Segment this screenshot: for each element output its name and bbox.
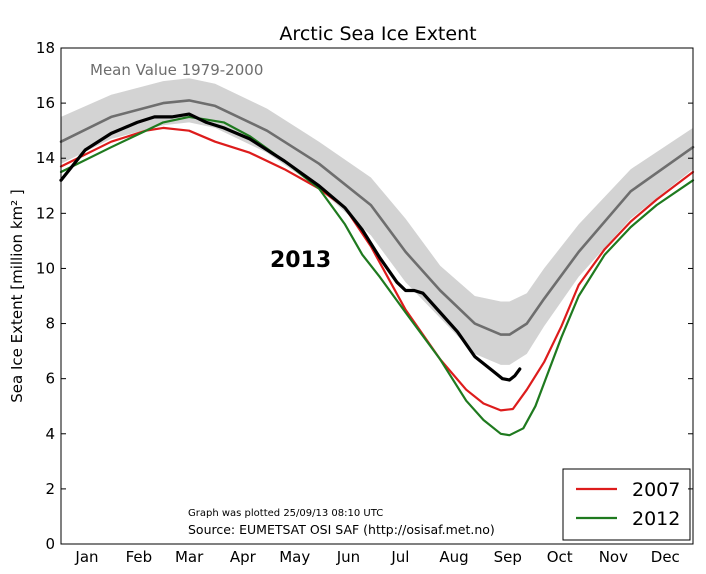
y-tick-label: 14	[36, 149, 55, 167]
x-tick-label: Aug	[439, 548, 468, 566]
plot-area: Mean Value 1979-2000 2013 Graph was plot…	[59, 47, 695, 545]
x-tick-label: Jan	[74, 548, 98, 566]
legend-label-2012: 2012	[632, 508, 680, 530]
y-tick-label: 4	[45, 425, 55, 443]
y-tick-label: 18	[36, 39, 55, 57]
x-tick-label: Oct	[547, 548, 573, 566]
y-tick-label: 2	[45, 480, 55, 498]
legend: 2007 2012	[562, 468, 691, 541]
mean-value-label: Mean Value 1979-2000	[90, 61, 263, 79]
x-tick-label: Sep	[494, 548, 522, 566]
y-tick-label: 10	[36, 259, 55, 277]
x-tick-label: May	[279, 548, 310, 566]
y-tick-label: 12	[36, 204, 55, 222]
band-layer	[61, 78, 693, 365]
y-tick-label: 0	[45, 535, 55, 553]
plotted-timestamp-note: Graph was plotted 25/09/13 08:10 UTC	[188, 508, 383, 519]
x-tick-label: Jul	[390, 548, 409, 566]
y-tick-label: 8	[45, 315, 55, 333]
source-note: Source: EUMETSAT OSI SAF (http://osisaf.…	[188, 522, 495, 537]
year-2013-label: 2013	[270, 248, 331, 273]
plot-frame	[60, 47, 694, 545]
y-axis-label: Sea Ice Extent [million km² ]	[8, 189, 26, 403]
chart-title: Arctic Sea Ice Extent	[279, 23, 476, 45]
variability-band	[61, 78, 693, 365]
x-tick-label: Apr	[230, 548, 257, 566]
x-axis: Jan Feb Mar Apr May Jun Jul Aug Sep Oct Nov Dec	[74, 548, 679, 566]
x-tick-label: Jun	[336, 548, 360, 566]
series-line-mean	[59, 99, 695, 336]
y-tick-label: 16	[36, 94, 55, 112]
y-tick-label: 6	[45, 370, 55, 388]
x-tick-label: Mar	[175, 548, 204, 566]
x-tick-label: Feb	[126, 548, 153, 566]
series-layer	[59, 99, 695, 437]
y-axis: 0 2 4 6 8 10 12 14 16 18	[36, 39, 693, 553]
legend-box	[562, 468, 691, 541]
series-line-2013	[59, 112, 522, 382]
x-tick-label: Dec	[651, 548, 680, 566]
legend-label-2007: 2007	[632, 479, 680, 501]
x-tick-label: Nov	[599, 548, 628, 566]
